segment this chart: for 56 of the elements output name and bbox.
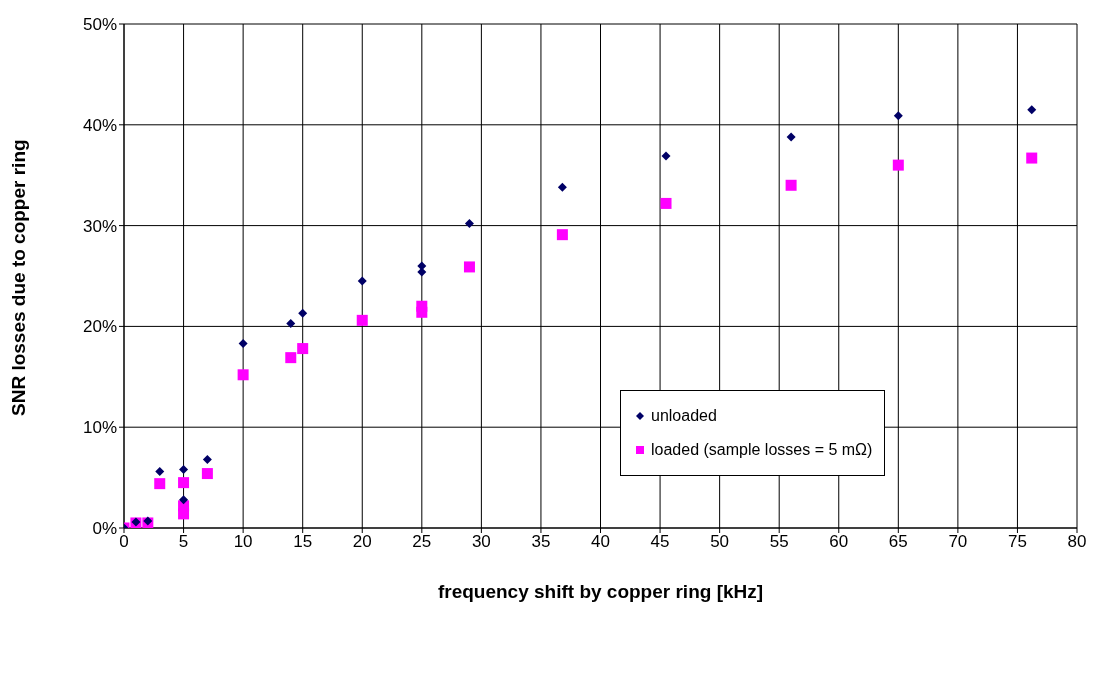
legend-label: unloaded xyxy=(651,407,717,425)
point xyxy=(286,318,296,328)
point xyxy=(786,132,796,142)
y-tick-label: 10% xyxy=(82,418,117,438)
point xyxy=(178,508,190,520)
x-tick-label: 15 xyxy=(293,532,313,552)
point xyxy=(661,151,671,161)
y-tick-label: 0% xyxy=(92,519,117,539)
x-tick-label: 25 xyxy=(412,532,432,552)
x-tick-label: 70 xyxy=(948,532,968,552)
x-tick-label: 80 xyxy=(1067,532,1087,552)
point xyxy=(557,182,567,192)
point xyxy=(357,276,367,286)
point xyxy=(892,159,904,171)
point xyxy=(238,339,248,349)
y-tick-label: 30% xyxy=(82,216,117,236)
y-tick-label: 20% xyxy=(82,317,117,337)
legend-label: loaded (sample losses = 5 mΩ) xyxy=(651,441,873,459)
x-tick-label: 30 xyxy=(471,532,491,552)
point xyxy=(155,467,165,477)
point xyxy=(179,495,189,505)
x-tick-label: 40 xyxy=(591,532,610,552)
point xyxy=(297,343,309,355)
point xyxy=(237,369,249,381)
point xyxy=(660,197,672,209)
point xyxy=(416,306,428,318)
point xyxy=(785,179,797,191)
point xyxy=(893,111,903,121)
x-tick-label: 55 xyxy=(769,532,789,552)
point xyxy=(298,308,308,318)
point xyxy=(464,219,474,229)
point xyxy=(202,454,212,464)
point xyxy=(201,468,213,480)
x-tick-label: 60 xyxy=(829,532,849,552)
x-tick-label: 45 xyxy=(650,532,670,552)
y-axis-title: SNR losses due to copper ring xyxy=(7,139,29,416)
x-tick-label: 5 xyxy=(178,532,189,552)
x-tick-label: 20 xyxy=(352,532,372,552)
point xyxy=(285,352,297,364)
point xyxy=(1026,152,1038,164)
x-tick-label: 75 xyxy=(1007,532,1027,552)
x-tick-label: 65 xyxy=(888,532,908,552)
point xyxy=(179,465,189,475)
point xyxy=(1027,105,1037,115)
y-tick-label: 50% xyxy=(82,15,117,35)
point xyxy=(556,229,568,241)
x-axis-title: frequency shift by copper ring [kHz] xyxy=(437,581,764,602)
x-tick-label: 0 xyxy=(119,532,129,552)
point xyxy=(463,261,475,273)
x-tick-label: 10 xyxy=(233,532,253,552)
point xyxy=(356,314,368,326)
point xyxy=(178,477,190,489)
x-tick-label: 35 xyxy=(531,532,551,552)
y-tick-label: 40% xyxy=(82,115,117,135)
point xyxy=(154,478,166,490)
x-tick-label: 50 xyxy=(710,532,730,552)
